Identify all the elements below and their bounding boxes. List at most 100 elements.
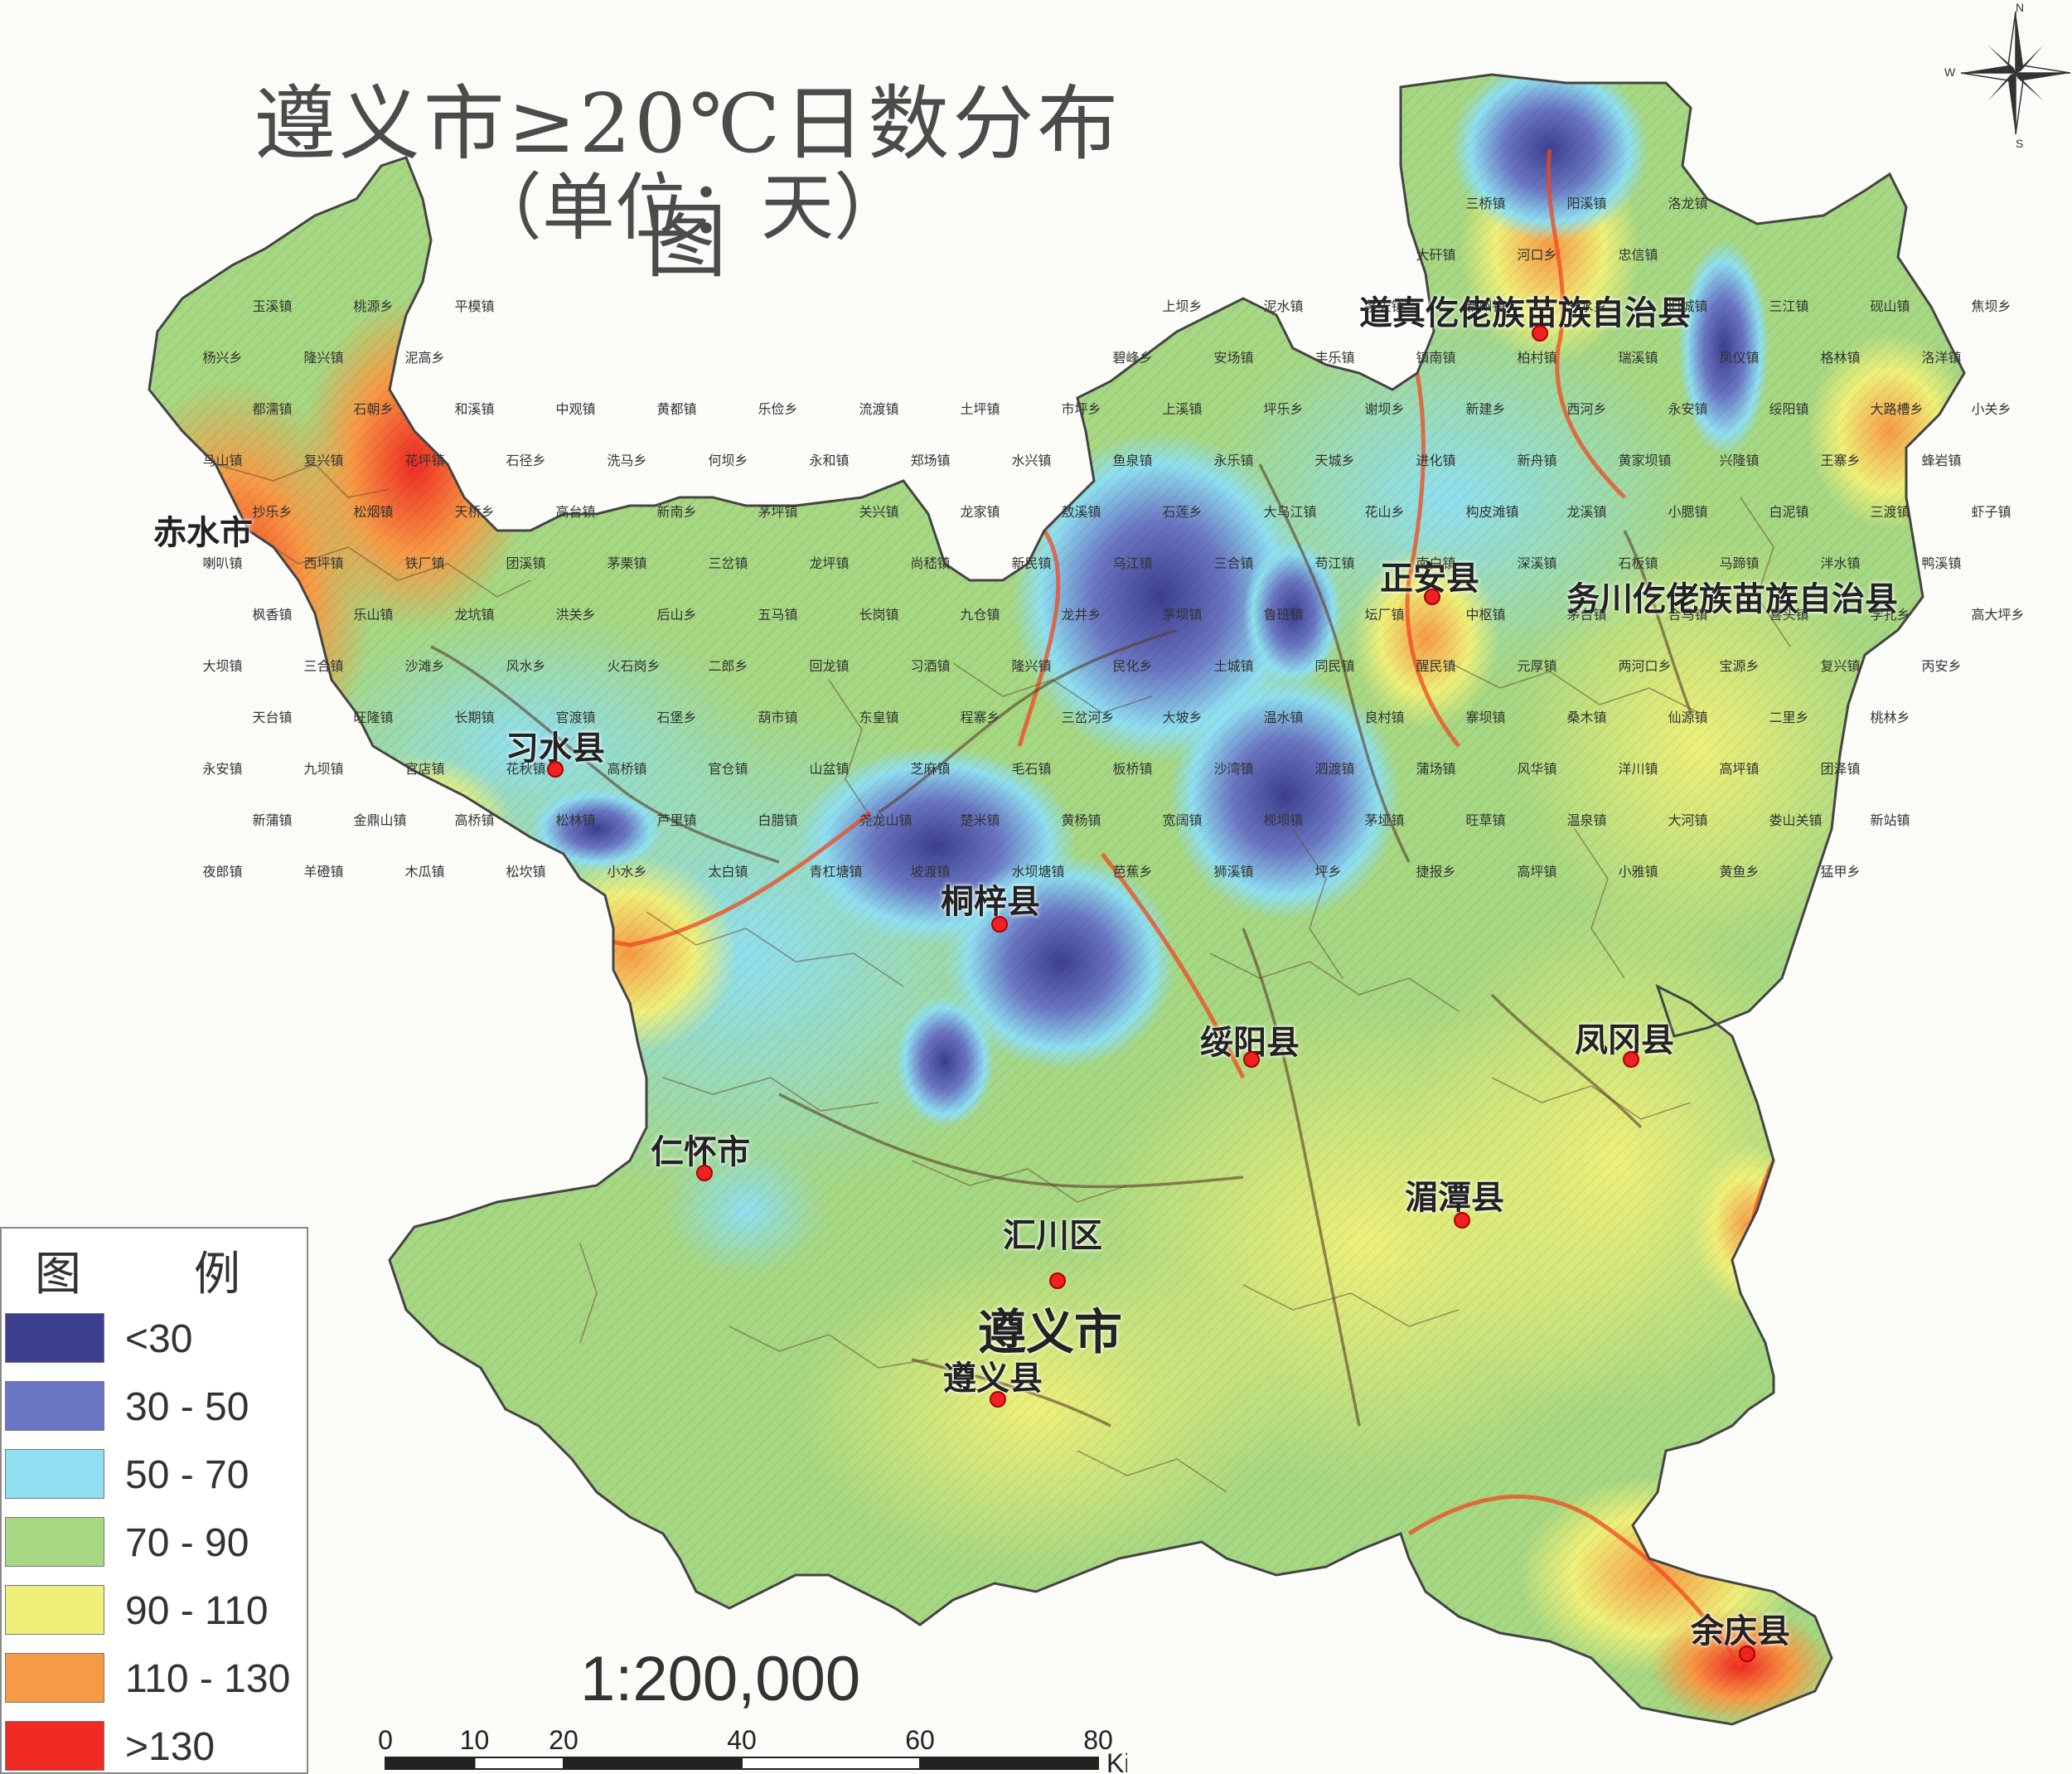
town-label: 小雅镇 bbox=[1618, 864, 1658, 880]
legend-label: 70 - 90 bbox=[125, 1521, 249, 1565]
town-label: 寨坝镇 bbox=[1465, 710, 1506, 725]
town-label: 旺隆镇 bbox=[353, 710, 394, 725]
town-label: 风华镇 bbox=[1517, 761, 1557, 777]
town-label: 洗马乡 bbox=[607, 453, 647, 468]
town-label: 流渡镇 bbox=[859, 401, 899, 417]
town-label: 三合镇 bbox=[303, 658, 344, 674]
town-label: 兴隆镇 bbox=[1719, 453, 1760, 468]
town-label: 习酒镇 bbox=[910, 658, 951, 674]
seat-marker bbox=[696, 1165, 713, 1181]
town-label: 谢坝乡 bbox=[1364, 401, 1405, 417]
legend-label: <30 bbox=[125, 1317, 193, 1361]
seat-marker bbox=[1424, 589, 1440, 605]
compass-north: N bbox=[2016, 1, 2024, 14]
town-label: 葫市镇 bbox=[758, 710, 798, 725]
town-label: 捷报乡 bbox=[1416, 864, 1456, 880]
town-label: 新州镇 bbox=[1465, 298, 1506, 314]
town-label: 坪乐乡 bbox=[1263, 401, 1304, 417]
county-label: 桐梓县 bbox=[941, 883, 1040, 921]
town-label: 花秋镇 bbox=[506, 761, 546, 777]
scale-bar: 0 10 20 40 60 80Kilometers bbox=[378, 1725, 1127, 1774]
scale-unit: Kilometers bbox=[1106, 1748, 1127, 1774]
legend-label: 30 - 50 bbox=[125, 1385, 249, 1429]
town-label: 沙湾镇 bbox=[1213, 761, 1254, 777]
compass-south: S bbox=[2016, 137, 2023, 149]
town-label: 南白镇 bbox=[1416, 555, 1456, 571]
town-label: 团泽镇 bbox=[1820, 761, 1861, 777]
legend-swatch bbox=[5, 1449, 104, 1499]
town-label: 进化镇 bbox=[1416, 453, 1456, 468]
town-label: 小关乡 bbox=[1971, 401, 2011, 417]
town-label: 砚山镇 bbox=[1870, 298, 1910, 314]
town-label: 忠信镇 bbox=[1618, 247, 1658, 263]
town-label: 大河镇 bbox=[1668, 812, 1708, 828]
town-label: 石堡乡 bbox=[656, 710, 697, 725]
town-label: 学孔乡 bbox=[1870, 607, 1910, 623]
town-label: 泗渡镇 bbox=[1314, 761, 1355, 777]
town-label: 天台镇 bbox=[252, 710, 293, 725]
town-label: 新舟镇 bbox=[1517, 453, 1557, 468]
scale-tick-label: 80 bbox=[1083, 1725, 1113, 1755]
town-label: 瑞溪镇 bbox=[1618, 350, 1658, 366]
town-label: 二里乡 bbox=[1769, 710, 1809, 725]
town-label: 龙家镇 bbox=[960, 504, 1000, 520]
town-label: 桃源乡 bbox=[353, 298, 394, 314]
town-label: 桃林乡 bbox=[1870, 710, 1910, 725]
town-label: 泥高乡 bbox=[404, 350, 445, 366]
town-label: 永安镇 bbox=[202, 761, 243, 777]
town-label: 玉溪镇 bbox=[252, 298, 293, 314]
scale-tick-label: 40 bbox=[727, 1725, 757, 1755]
town-label: 隆兴镇 bbox=[303, 350, 344, 366]
town-label: 龙坪镇 bbox=[809, 555, 850, 571]
town-label: 郑场镇 bbox=[910, 453, 951, 468]
town-label: 长岗镇 bbox=[859, 607, 899, 623]
legend-title: 图 例 bbox=[35, 1248, 274, 1301]
town-label: 羊磴镇 bbox=[303, 864, 344, 880]
town-label: 石径乡 bbox=[506, 453, 546, 468]
town-label: 坡渡镇 bbox=[910, 864, 951, 880]
town-label: 三渡镇 bbox=[1870, 504, 1910, 520]
town-label: 大乌江镇 bbox=[1263, 504, 1317, 520]
seat-marker bbox=[1739, 1646, 1755, 1662]
legend-label: >130 bbox=[125, 1725, 215, 1769]
town-label: 马山镇 bbox=[202, 453, 243, 468]
town-label: 柏村镇 bbox=[1517, 350, 1557, 366]
town-label: 泮水镇 bbox=[1820, 555, 1861, 571]
town-label: 高坪镇 bbox=[1719, 761, 1760, 777]
legend-item: 30 - 50 bbox=[5, 1381, 303, 1434]
town-label: 石莲乡 bbox=[1162, 504, 1203, 520]
legend-item: 70 - 90 bbox=[5, 1517, 303, 1570]
town-label: 深溪镇 bbox=[1517, 555, 1557, 571]
town-label: 喜头镇 bbox=[1769, 607, 1809, 623]
town-label: 后山乡 bbox=[656, 607, 697, 623]
town-label: 构皮滩镇 bbox=[1465, 504, 1519, 520]
town-label: 水坝塘镇 bbox=[1011, 864, 1065, 880]
town-label: 洋川镇 bbox=[1618, 761, 1658, 777]
town-label: 市坪乡 bbox=[1061, 401, 1101, 417]
town-label: 松坎镇 bbox=[506, 864, 546, 880]
town-label: 山盆镇 bbox=[809, 761, 850, 777]
town-label: 茅天镇 bbox=[1364, 298, 1405, 314]
town-label: 蒲场镇 bbox=[1416, 761, 1456, 777]
town-label: 青杠塘镇 bbox=[809, 864, 863, 880]
scale-ratio: 1:200,000 bbox=[580, 1644, 861, 1714]
legend-label: 110 - 130 bbox=[125, 1657, 291, 1701]
town-label: 洪关乡 bbox=[555, 607, 596, 623]
town-label: 民化乡 bbox=[1112, 658, 1153, 674]
town-label: 铁厂镇 bbox=[404, 555, 445, 571]
county-label: 务川仡佬族苗族自治县 bbox=[1566, 580, 1898, 618]
town-label: 官店镇 bbox=[404, 761, 445, 777]
town-label: 东皇镇 bbox=[859, 710, 899, 725]
legend-item: <30 bbox=[5, 1313, 303, 1366]
town-label: 永安镇 bbox=[1668, 401, 1708, 417]
town-label: 三合镇 bbox=[1213, 555, 1254, 571]
town-label: 镇南镇 bbox=[1416, 350, 1456, 366]
town-label: 太白镇 bbox=[708, 864, 748, 880]
town-label: 喇叭镇 bbox=[202, 555, 243, 571]
town-label: 阳溪镇 bbox=[1566, 196, 1607, 211]
town-label: 龙溪镇 bbox=[1566, 504, 1607, 520]
town-label: 天城乡 bbox=[1314, 453, 1355, 468]
town-label: 和溪镇 bbox=[454, 401, 495, 417]
town-label: 两河口乡 bbox=[1618, 658, 1672, 674]
